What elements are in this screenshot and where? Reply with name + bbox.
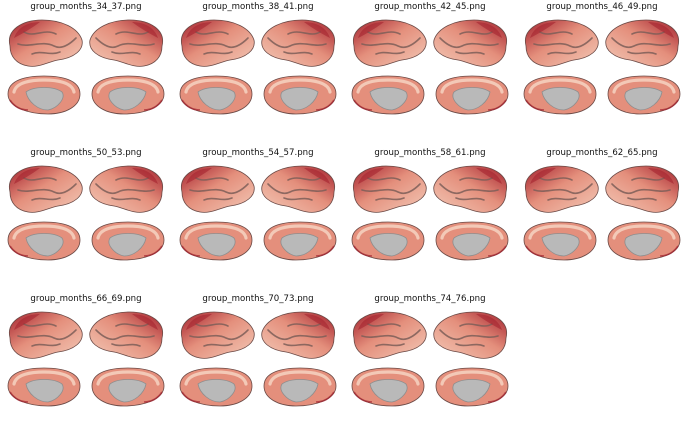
right-medial-hemisphere [91,221,165,261]
panel-title: group_months_34_37.png [30,2,142,12]
brain-surface-renderings [523,19,681,115]
right-lateral-hemisphere [261,311,335,359]
panel-title: group_months_58_61.png [374,148,486,158]
brain-panel: group_months_74_76.png [344,292,516,432]
brain-panel: group_months_38_41.png [172,0,344,140]
brain-surface-renderings [7,165,165,261]
right-lateral-hemisphere [89,311,163,359]
right-lateral-hemisphere [605,165,679,213]
left-medial-hemisphere [351,75,425,115]
panel-title: group_months_70_73.png [202,294,314,304]
left-medial-hemisphere [179,221,253,261]
brain-surface-renderings [7,19,165,115]
brain-panel: group_months_58_61.png [344,146,516,286]
brain-surface-renderings [179,311,337,407]
left-lateral-hemisphere [9,19,83,67]
brain-panel: group_months_62_65.png [516,146,688,286]
right-medial-hemisphere [263,221,337,261]
left-medial-hemisphere [7,367,81,407]
right-medial-hemisphere [435,221,509,261]
right-medial-hemisphere [91,367,165,407]
right-lateral-hemisphere [433,165,507,213]
brain-surface-renderings [351,19,509,115]
brain-panel: group_months_66_69.png [0,292,172,432]
left-medial-hemisphere [7,75,81,115]
left-lateral-hemisphere [525,165,599,213]
left-lateral-hemisphere [353,19,427,67]
panel-title: group_months_62_65.png [546,148,658,158]
left-lateral-hemisphere [353,165,427,213]
left-medial-hemisphere [351,367,425,407]
right-medial-hemisphere [607,75,681,115]
brain-surface-renderings [351,311,509,407]
left-medial-hemisphere [351,221,425,261]
panel-title: group_months_54_57.png [202,148,314,158]
right-lateral-hemisphere [89,165,163,213]
right-medial-hemisphere [435,367,509,407]
right-lateral-hemisphere [433,311,507,359]
brain-panel: group_months_34_37.png [0,0,172,140]
left-medial-hemisphere [179,75,253,115]
left-medial-hemisphere [7,221,81,261]
brain-panel: group_months_42_45.png [344,0,516,140]
right-medial-hemisphere [435,75,509,115]
left-lateral-hemisphere [181,19,255,67]
right-lateral-hemisphere [433,19,507,67]
left-medial-hemisphere [523,75,597,115]
left-medial-hemisphere [523,221,597,261]
panel-title: group_months_74_76.png [374,294,486,304]
brain-panel: group_months_54_57.png [172,146,344,286]
left-lateral-hemisphere [181,311,255,359]
brain-panel: group_months_70_73.png [172,292,344,432]
right-medial-hemisphere [263,75,337,115]
right-lateral-hemisphere [261,19,335,67]
left-lateral-hemisphere [9,165,83,213]
right-medial-hemisphere [607,221,681,261]
left-lateral-hemisphere [353,311,427,359]
left-lateral-hemisphere [525,19,599,67]
brain-surface-renderings [523,165,681,261]
brain-surface-renderings [7,311,165,407]
right-lateral-hemisphere [89,19,163,67]
brain-surface-renderings [179,19,337,115]
right-lateral-hemisphere [261,165,335,213]
left-lateral-hemisphere [181,165,255,213]
right-lateral-hemisphere [605,19,679,67]
brain-panel: group_months_46_49.png [516,0,688,140]
panel-title: group_months_66_69.png [30,294,142,304]
brain-panel: group_months_50_53.png [0,146,172,286]
panel-title: group_months_38_41.png [202,2,314,12]
left-medial-hemisphere [179,367,253,407]
brain-surface-renderings [351,165,509,261]
panel-title: group_months_42_45.png [374,2,486,12]
brain-surface-renderings [179,165,337,261]
left-lateral-hemisphere [9,311,83,359]
panel-title: group_months_50_53.png [30,148,142,158]
panel-title: group_months_46_49.png [546,2,658,12]
right-medial-hemisphere [91,75,165,115]
right-medial-hemisphere [263,367,337,407]
